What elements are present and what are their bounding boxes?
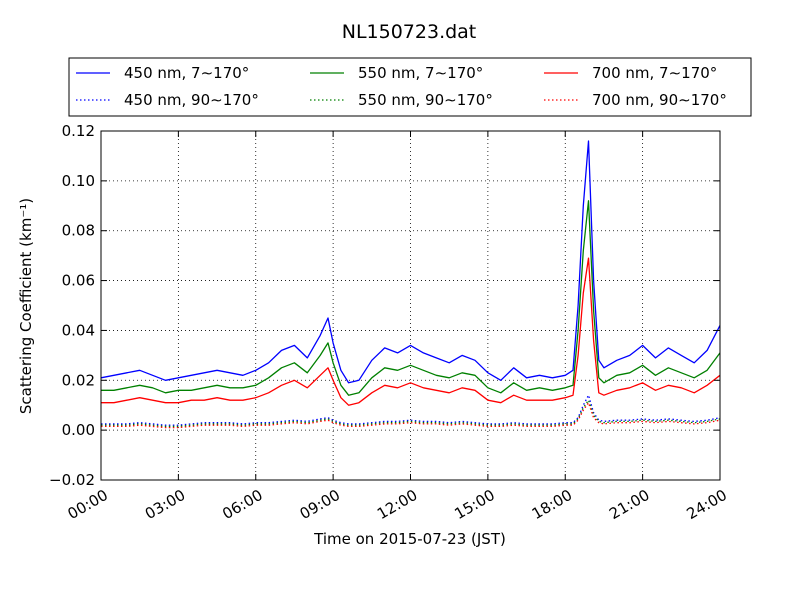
series-line-4 bbox=[101, 394, 721, 426]
series-layer bbox=[100, 140, 721, 429]
series-line-1 bbox=[100, 140, 721, 384]
series-line-5 bbox=[101, 399, 721, 428]
x-tick-label: 06:00 bbox=[219, 486, 265, 523]
legend-label-1: 450 nm, 7∼170° bbox=[124, 64, 249, 82]
series-line-2 bbox=[101, 200, 721, 396]
legend-label-6: 700 nm, 90∼170° bbox=[592, 91, 727, 109]
x-tick-label: 12:00 bbox=[374, 486, 420, 523]
x-tick-label: 15:00 bbox=[451, 486, 497, 523]
x-axis-label: Time on 2015-07-23 (JST) bbox=[313, 530, 506, 548]
series-line-3 bbox=[101, 257, 721, 406]
y-axis-label: Scattering Coefficient (km⁻¹) bbox=[17, 198, 35, 414]
y-tick-label: 0.12 bbox=[62, 122, 95, 140]
legend-label-3: 700 nm, 7∼170° bbox=[592, 64, 717, 82]
x-tick-label: 21:00 bbox=[606, 486, 652, 523]
x-tick-label: 00:00 bbox=[65, 486, 111, 523]
legend: 450 nm, 7∼170° 550 nm, 7∼170° 700 nm, 7∼17… bbox=[68, 57, 752, 117]
x-tick-label: 03:00 bbox=[142, 486, 188, 523]
chart-title: NL150723.dat bbox=[342, 21, 477, 43]
legend-label-2: 550 nm, 7∼170° bbox=[358, 64, 483, 82]
y-tick-label: 0.10 bbox=[62, 172, 95, 190]
legend-label-4: 450 nm, 90∼170° bbox=[124, 91, 259, 109]
legend-label-5: 550 nm, 90∼170° bbox=[358, 91, 493, 109]
tick-layer: 00:00 03:00 06:00 09:00 12:00 15:00 18:00 21:00… bbox=[49, 122, 730, 523]
legend-box bbox=[68, 57, 752, 117]
y-tick-label: 0.00 bbox=[62, 421, 95, 439]
x-tick-label: 18:00 bbox=[529, 486, 575, 523]
y-tick-label: 0.06 bbox=[62, 272, 95, 290]
y-tick-label: 0.02 bbox=[62, 371, 95, 389]
series-line-6 bbox=[101, 402, 721, 429]
grid-layer bbox=[101, 131, 720, 480]
x-tick-label: 09:00 bbox=[297, 486, 343, 523]
y-tick-label: 0.08 bbox=[62, 222, 95, 240]
y-tick-label: −0.02 bbox=[49, 471, 95, 489]
y-tick-label: 0.04 bbox=[62, 321, 95, 339]
x-tick-label: 24:00 bbox=[684, 486, 730, 523]
